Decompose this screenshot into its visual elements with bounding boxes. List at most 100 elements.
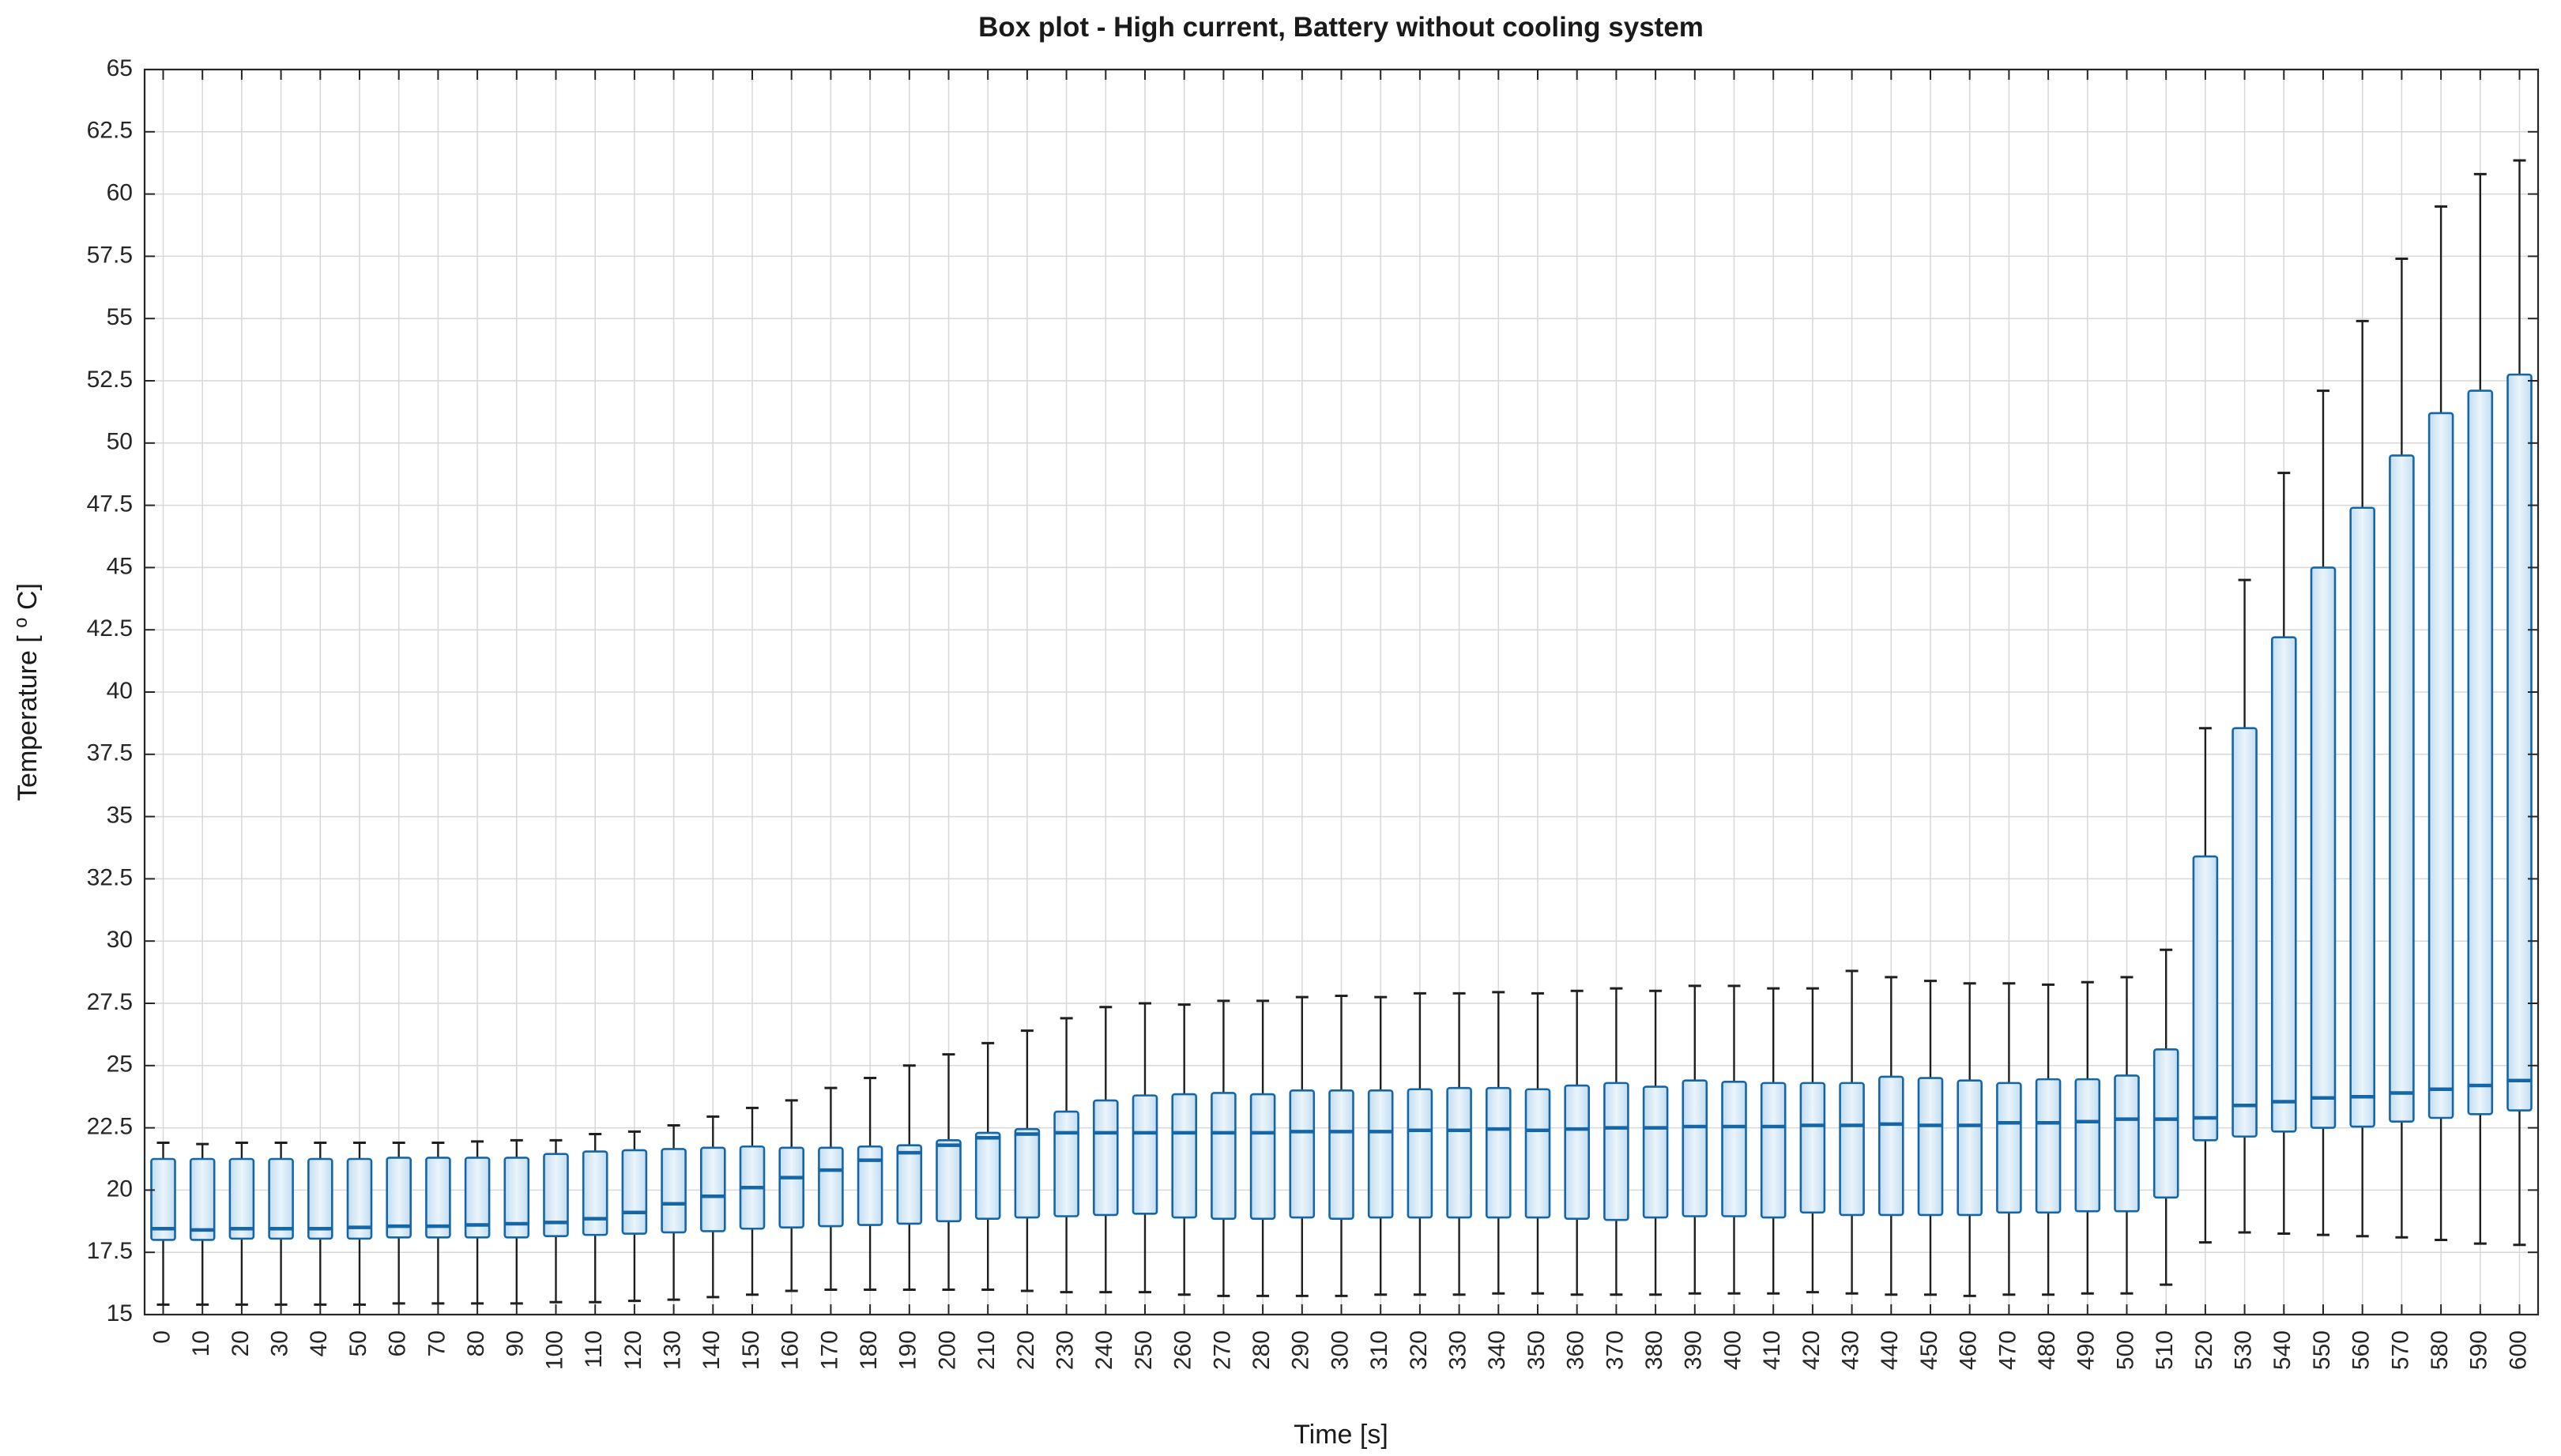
box-plot-item-t540 [2271,472,2297,1236]
iqr-box [1603,1082,1629,1221]
iqr-box [699,1146,726,1232]
box-plot-item-t320 [1407,991,1433,1296]
axis-tick-labels: 0 10 20 30 40 50 60 70 80 90 100 110 120 130 140 150 160… [87,55,2532,1370]
y-tick-label: 42.5 [87,615,133,641]
y-tick-label: 50 [107,429,133,455]
box-plot-item-t510 [2152,948,2179,1286]
y-tick-label: 40 [107,678,133,704]
box-plot-item-t110 [582,1132,608,1304]
x-tick-label: 160 [778,1330,804,1370]
x-tick-label: 100 [541,1330,567,1370]
iqr-box [346,1157,373,1240]
iqr-box [2427,412,2454,1119]
iqr-box [2506,373,2533,1112]
x-tick-label: 420 [1798,1330,1825,1370]
box-plot-item-t0 [150,1142,176,1306]
iqr-box [2114,1074,2140,1213]
y-tick-label: 32.5 [87,864,133,890]
box-plot-item-t300 [1328,995,1354,1297]
x-tick-label: 290 [1288,1330,1314,1370]
x-tick-label: 390 [1681,1330,1707,1370]
y-tick-label: 27.5 [87,989,133,1015]
box-series [150,159,2533,1306]
iqr-box [1328,1089,1354,1220]
box-plot-item-t520 [2192,727,2219,1244]
x-tick-label: 40 [306,1330,332,1356]
y-tick-label: 35 [107,803,133,829]
x-tick-label: 230 [1053,1330,1079,1370]
box-plot-item-t480 [2035,983,2062,1296]
x-tick-label: 460 [1956,1330,1982,1370]
box-plot-item-t140 [699,1115,726,1299]
x-tick-label: 350 [1523,1330,1550,1370]
iqr-box [1211,1092,1237,1220]
x-tick-label: 380 [1641,1330,1667,1370]
y-tick-label: 25 [107,1052,133,1078]
iqr-box [582,1150,608,1236]
x-tick-label: 400 [1719,1330,1746,1370]
iqr-box [1289,1089,1316,1219]
box-plot-item-t120 [621,1130,648,1303]
iqr-box [1014,1127,1041,1219]
box-plot-item-t570 [2389,258,2415,1239]
box-plot-item-t40 [307,1142,333,1306]
box-plot-item-t100 [543,1138,569,1304]
x-tick-label: 430 [1838,1330,1864,1370]
x-tick-label: 190 [895,1330,921,1370]
x-tick-label: 220 [1013,1330,1039,1370]
iqr-box [1682,1079,1708,1217]
iqr-box [1878,1075,1904,1217]
box-plot-item-t260 [1171,1003,1197,1296]
y-tick-label: 45 [107,553,133,579]
box-plot-item-t470 [1996,982,2022,1296]
iqr-box [543,1153,569,1238]
iqr-box [2074,1078,2101,1213]
y-tick-label: 62.5 [87,118,133,144]
box-plot-item-t90 [503,1138,530,1305]
iqr-box [1093,1099,1119,1217]
iqr-box [1249,1093,1276,1220]
box-plot-item-t70 [425,1142,451,1305]
iqr-box [1917,1077,1944,1217]
iqr-box [2192,855,2219,1142]
iqr-box [2231,727,2258,1138]
box-plot-item-t550 [2310,389,2337,1236]
x-tick-label: 590 [2466,1330,2492,1370]
x-tick-label: 60 [385,1330,411,1356]
box-plot-item-t500 [2114,976,2140,1295]
y-tick-label: 22.5 [87,1114,133,1140]
iqr-box [2310,566,2337,1129]
iqr-box [307,1157,333,1240]
x-tick-label: 110 [581,1330,607,1368]
x-tick-label: 80 [463,1330,489,1356]
box-plot-item-t330 [1446,991,1472,1296]
iqr-box [857,1145,883,1226]
x-tick-label: 540 [2269,1330,2295,1370]
y-tick-label: 47.5 [87,491,133,517]
box-plot-item-t390 [1682,984,1708,1295]
box-plot-item-t590 [2467,172,2494,1245]
x-tick-label: 240 [1091,1330,1117,1370]
iqr-box [228,1157,255,1240]
x-tick-label: 10 [188,1330,214,1356]
iqr-box [1132,1094,1158,1215]
y-axis-label: Temperature [ o C] [10,583,43,801]
box-plot-item-t400 [1721,984,1747,1295]
box-plot-item-t560 [2349,319,2375,1238]
iqr-box [936,1139,962,1223]
y-tick-label: 52.5 [87,367,133,393]
iqr-box [2035,1078,2062,1214]
iqr-box [1486,1086,1512,1219]
box-plot-item-t430 [1839,969,1865,1295]
iqr-box [1053,1110,1079,1217]
iqr-box [189,1157,216,1241]
box-plot-item-t30 [268,1142,294,1306]
box-plot-item-t190 [896,1064,923,1291]
box-plot-item-t250 [1132,1002,1158,1294]
box-plot-item-t170 [818,1086,844,1291]
x-tick-label: 170 [816,1330,842,1370]
iqr-box [2467,389,2494,1116]
iqr-box [1446,1086,1472,1219]
x-tick-label: 150 [738,1330,764,1370]
